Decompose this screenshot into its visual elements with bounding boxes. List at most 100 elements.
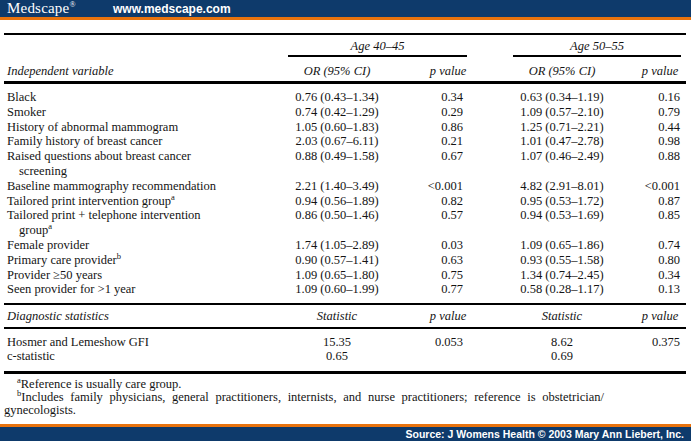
table-row-continuation: screening — [0, 164, 691, 179]
cell-or-40-45: 2.03 (0.67–6.11) — [283, 134, 391, 149]
footer-source-bar: Source: J Womens Health © 2003 Mary Ann … — [0, 427, 691, 441]
diag-stat-40-45: 15.35 — [283, 335, 391, 350]
table-row: Female provider1.74 (1.05–2.89) 0.03 1.09 … — [0, 238, 691, 253]
cell-p-40-45: 0.86 — [408, 120, 463, 135]
cell-or-50-55: 0.95 (0.53–1.72) — [506, 194, 618, 209]
diag-p-40-45: 0.053 — [408, 335, 463, 350]
row-label: Female provider — [7, 238, 283, 253]
diagnostics-header-rule — [4, 327, 686, 329]
cell-or-40-45: 1.05 (0.60–1.83) — [283, 120, 391, 135]
column-header-p-50-55: p value — [622, 64, 691, 79]
cell-p-40-45: 0.63 — [408, 253, 463, 268]
diagnostics-header-stat-50-55: Statistic — [506, 309, 618, 324]
footnote-a-text: Reference is usually care group. — [21, 377, 182, 391]
cell-or-50-55: 1.09 (0.57–2.10) — [506, 105, 618, 120]
diagnostics-row: c-statistic0.650.69 — [0, 349, 691, 364]
table-top-rule — [4, 33, 686, 35]
column-header-row: Independent variable OR (95% CI) p value… — [0, 64, 691, 79]
cell-p-40-45: 0.03 — [408, 238, 463, 253]
group-header-age-50-55: Age 50–55 — [513, 39, 681, 53]
cell-p-40-45: 0.21 — [408, 134, 463, 149]
table-row: Provider ≥50 years1.09 (0.65–1.80)0.751.… — [0, 268, 691, 283]
table-row: Smoker0.74 (0.42–1.29)0.291.09 (0.57–2.1… — [0, 105, 691, 120]
column-header-or-50-55: OR (95% CI) — [506, 64, 618, 79]
cell-p-50-55: 0.74 — [625, 238, 680, 253]
column-header-variable: Independent variable — [7, 64, 283, 79]
cell-or-40-45: 0.86 (0.50–1.46) — [283, 208, 391, 223]
cell-p-50-55: 0.79 — [625, 105, 680, 120]
cell-or-50-55: 0.93 (0.55–1.58) — [506, 253, 618, 268]
cell-or-50-55: 0.63 (0.34–1.19) — [506, 90, 618, 105]
cell-p-40-45: 0.82 — [408, 194, 463, 209]
table-row-continuation: groupa — [0, 223, 691, 238]
cell-or-40-45: 0.76 (0.43–1.34) — [283, 90, 391, 105]
cell-or-50-55: 0.58 (0.28–1.17) — [506, 282, 618, 297]
cell-p-40-45: 0.57 — [408, 208, 463, 223]
registered-mark: ® — [69, 0, 75, 9]
diagnostics-header-stat-40-45: Statistic — [283, 309, 391, 324]
cell-p-50-55: 0.34 — [625, 268, 680, 283]
table-row: Raised questions about breast cancer0.88… — [0, 149, 691, 164]
row-label-continued: groupa — [7, 223, 295, 238]
cell-p-50-55: 0.85 — [625, 208, 680, 223]
diag-row-label: c-statistic — [7, 349, 283, 364]
table-bottom-rule — [4, 371, 686, 374]
cell-or-50-55: 1.01 (0.47–2.78) — [506, 134, 618, 149]
row-label-continued: screening — [7, 164, 295, 179]
table-row: Baseline mammography recommendation2.21 … — [0, 179, 691, 194]
cell-p-40-45: <0.001 — [408, 179, 463, 194]
cell-or-40-45: 0.88 (0.49–1.58) — [283, 149, 391, 164]
cell-p-50-55: 0.98 — [625, 134, 680, 149]
row-label: Seen provider for >1 year — [7, 282, 283, 297]
cell-or-50-55: 4.82 (2.91–8.01) — [506, 179, 618, 194]
row-label: Tailored print intervention groupa — [7, 194, 283, 209]
diag-stat-50-55: 0.69 — [506, 349, 618, 364]
cell-or-40-45: 0.90 (0.57–1.41) — [283, 253, 391, 268]
diagnostics-header-label: Diagnostic statistics — [7, 309, 283, 324]
table-row: Tailored print intervention groupa0.94 (… — [0, 194, 691, 209]
cell-or-40-45: 0.94 (0.56–1.89) — [283, 194, 391, 209]
table-row: Family history of breast cancer2.03 (0.6… — [0, 134, 691, 149]
diagnostics-header-p-50-55: p value — [622, 309, 691, 324]
cell-p-50-55: 0.13 — [625, 282, 680, 297]
cell-p-40-45: 0.67 — [408, 149, 463, 164]
diagnostics-header-p-40-45: p value — [410, 309, 486, 324]
cell-or-50-55: 1.34 (0.74–2.45) — [506, 268, 618, 283]
column-header-or-40-45: OR (95% CI) — [283, 64, 391, 79]
cell-or-50-55: 1.09 (0.65–1.86) — [506, 238, 618, 253]
cell-p-40-45: 0.75 — [408, 268, 463, 283]
cell-or-50-55: 1.25 (0.71–2.21) — [506, 120, 618, 135]
cell-p-40-45: 0.77 — [408, 282, 463, 297]
row-label: Smoker — [7, 105, 283, 120]
footnote-b-line2: gynecologists. — [4, 404, 687, 417]
cell-or-50-55: 1.07 (0.46–2.49) — [506, 149, 618, 164]
medscape-table-page: Medscape® www.medscape.com Age 40–45 Age… — [0, 0, 691, 441]
medscape-logo-text: Medscape — [7, 0, 69, 16]
cell-p-50-55: 0.80 — [625, 253, 680, 268]
cell-p-50-55: 0.16 — [625, 90, 680, 105]
diagnostics-header-row: Diagnostic statistics Statistic p value … — [0, 309, 691, 324]
table-mid-rule — [4, 303, 686, 305]
row-label: History of abnormal mammogram — [7, 120, 283, 135]
cell-or-40-45: 2.21 (1.40–3.49) — [283, 179, 391, 194]
cell-p-40-45: 0.29 — [408, 105, 463, 120]
row-label: Primary care providerb — [7, 253, 283, 268]
cell-or-40-45: 1.74 (1.05–2.89) — [283, 238, 391, 253]
table-header-rule — [4, 81, 686, 84]
cell-p-50-55: <0.001 — [625, 179, 680, 194]
row-label: Baseline mammography recommendation — [7, 179, 283, 194]
masthead-orange-rule — [0, 17, 691, 20]
table-row: Tailored print + telephone intervention0… — [0, 208, 691, 223]
group-header-age-40-45: Age 40–45 — [288, 39, 467, 53]
medscape-url: www.medscape.com — [113, 0, 231, 17]
medscape-logo: Medscape® — [7, 0, 76, 17]
masthead-bar — [0, 0, 691, 17]
row-label: Black — [7, 90, 283, 105]
diagnostics-row: Hosmer and Lemeshow GFI15.350.0538.620.3… — [0, 335, 691, 350]
column-header-p-40-45: p value — [410, 64, 486, 79]
cell-p-50-55: 0.87 — [625, 194, 680, 209]
cell-or-40-45: 1.09 (0.60–1.99) — [283, 282, 391, 297]
row-label: Family history of breast cancer — [7, 134, 283, 149]
row-label: Provider ≥50 years — [7, 268, 283, 283]
table-row: History of abnormal mammogram1.05 (0.60–… — [0, 120, 691, 135]
